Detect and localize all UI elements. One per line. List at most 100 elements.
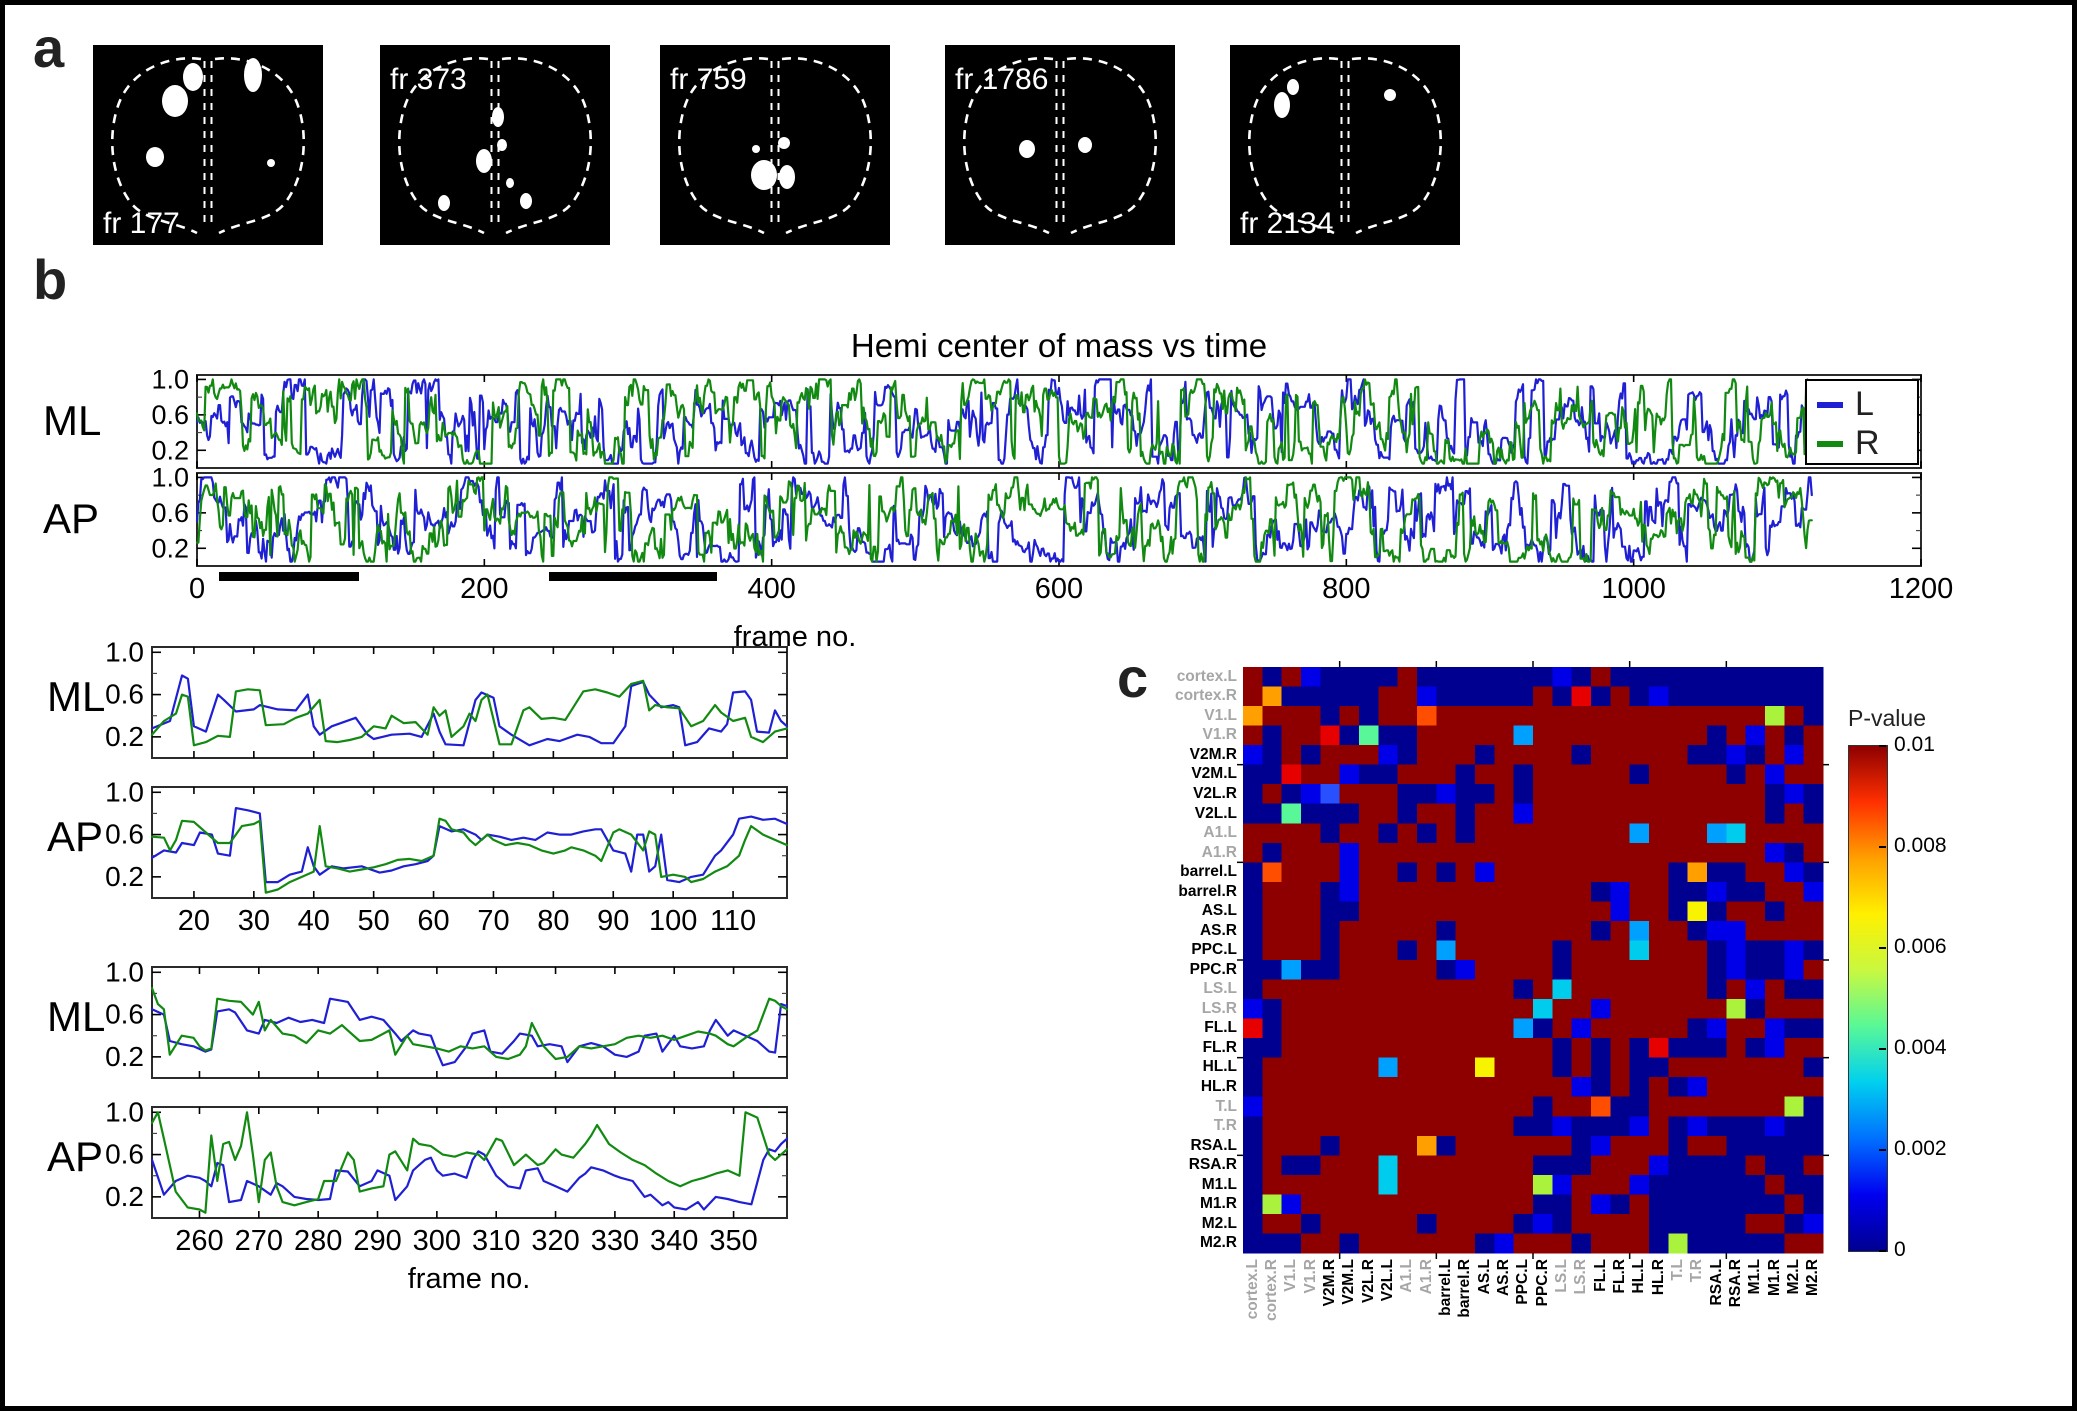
heatmap-cell — [1687, 1213, 1708, 1234]
heatmap-cell — [1359, 1135, 1379, 1156]
heatmap-cell — [1494, 764, 1515, 785]
heatmap-cell — [1726, 1194, 1747, 1215]
heatmap-cell — [1591, 1155, 1611, 1176]
heatmap-cell — [1726, 1096, 1747, 1117]
heatmap-cell — [1417, 1155, 1437, 1176]
heatmap-cell — [1726, 940, 1747, 961]
colorbar-gradient — [1848, 745, 1888, 1252]
heatmap-cell — [1571, 1038, 1592, 1059]
heatmap-cell — [1320, 1018, 1341, 1039]
frame-number-label: fr 177 — [103, 207, 180, 240]
heatmap-cell — [1610, 1135, 1631, 1156]
heatmap-cell — [1339, 803, 1360, 824]
heatmap-cell — [1455, 1077, 1476, 1098]
heatmap-cell — [1320, 1155, 1341, 1176]
heatmap-cell — [1475, 784, 1495, 805]
heatmap-cell — [1629, 1038, 1650, 1059]
heatmap-row-label: barrel.R — [1178, 882, 1237, 900]
heatmap-cell — [1571, 1057, 1592, 1078]
heatmap-row-label: M2.R — [1199, 1234, 1237, 1252]
heatmap-cell — [1262, 999, 1283, 1020]
heatmap-cell — [1436, 1135, 1457, 1156]
heatmap-cell — [1455, 667, 1476, 688]
heatmap-cell — [1513, 940, 1534, 961]
heatmap-cell — [1629, 706, 1650, 727]
heatmap-cell — [1649, 823, 1669, 844]
heatmap-cell — [1281, 1194, 1302, 1215]
heatmap-cell — [1513, 1213, 1534, 1234]
heatmap-cell — [1610, 842, 1631, 863]
heatmap-cell — [1243, 1018, 1263, 1039]
heatmap-row-label: LS.R — [1201, 999, 1237, 1017]
heatmap-row-label: HL.L — [1202, 1058, 1237, 1076]
heatmap-cell — [1455, 803, 1476, 824]
heatmap-cell — [1494, 1155, 1515, 1176]
x-tick-label: 80 — [537, 905, 569, 937]
heatmap-cell — [1649, 842, 1669, 863]
heatmap-cell — [1359, 901, 1379, 922]
heatmap-cell — [1745, 1135, 1766, 1156]
series-L — [195, 378, 1813, 465]
heatmap-cell — [1745, 764, 1766, 785]
heatmap-cell — [1359, 706, 1379, 727]
heatmap-col-label: M2.R — [1804, 1259, 1822, 1297]
heatmap-cell — [1436, 1038, 1457, 1059]
heatmap-cell — [1397, 706, 1418, 727]
heatmap-cell — [1707, 1155, 1727, 1176]
heatmap-cell — [1784, 1077, 1805, 1098]
heatmap-cell — [1475, 823, 1495, 844]
heatmap-cell — [1301, 979, 1321, 1000]
heatmap-cell — [1494, 667, 1515, 688]
heatmap-cell — [1629, 1096, 1650, 1117]
heatmap-cell — [1397, 764, 1418, 785]
heatmap-cell — [1494, 1038, 1515, 1059]
heatmap-cell — [1803, 881, 1824, 902]
heatmap-cell — [1649, 745, 1669, 766]
heatmap-row-label: T.R — [1213, 1117, 1237, 1134]
heatmap-col-label: V1.L — [1282, 1259, 1300, 1292]
heatmap-cell — [1513, 725, 1534, 746]
heatmap-cell — [1571, 764, 1592, 785]
y-tick-label: 0.2 — [105, 721, 144, 752]
heatmap-cell — [1687, 667, 1708, 688]
heatmap-cell — [1339, 686, 1360, 707]
heatmap-cell — [1455, 999, 1476, 1020]
heatmap-cell — [1475, 1096, 1495, 1117]
heatmap-cell — [1378, 1233, 1399, 1254]
legend-dash — [1817, 401, 1843, 408]
series-R — [150, 1111, 789, 1214]
heatmap-cell — [1320, 667, 1341, 688]
heatmap-cell — [1475, 745, 1495, 766]
heatmap-cell — [1629, 1194, 1650, 1215]
heatmap-cell — [1513, 960, 1534, 981]
y-tick-label: 0.6 — [105, 999, 144, 1030]
heatmap-cell — [1765, 784, 1785, 805]
heatmap-cell — [1243, 1135, 1263, 1156]
heatmap-cell — [1687, 862, 1708, 883]
y-tick-label: 1.0 — [105, 776, 144, 807]
heatmap-cell — [1513, 1233, 1534, 1254]
heatmap-cell — [1417, 862, 1437, 883]
heatmap-cell — [1320, 960, 1341, 981]
heatmap-cell — [1455, 881, 1476, 902]
heatmap-cell — [1243, 667, 1263, 688]
heatmap-col-label: V1.R — [1301, 1259, 1319, 1294]
heatmap-cell — [1533, 960, 1553, 981]
heatmap-cell — [1571, 745, 1592, 766]
heatmap-cell — [1610, 764, 1631, 785]
heatmap-cell — [1243, 979, 1263, 1000]
heatmap-cell — [1803, 823, 1824, 844]
heatmap-row-label: A1.R — [1201, 843, 1237, 861]
heatmap-cell — [1359, 1038, 1379, 1059]
heatmap-cell — [1494, 1213, 1515, 1234]
heatmap-cell — [1513, 1194, 1534, 1215]
plot-zoom1_ap: 20 30 40 50 60 70 80 90 100 110 0.2 0.6 1.0 — [105, 776, 789, 937]
heatmap-cell — [1591, 1174, 1611, 1195]
heatmap-cell — [1707, 979, 1727, 1000]
heatmap-cell — [1417, 901, 1437, 922]
heatmap-cell — [1803, 784, 1824, 805]
heatmap-cell — [1475, 999, 1495, 1020]
heatmap-cell — [1687, 842, 1708, 863]
heatmap-col-label: PPC.L — [1514, 1259, 1532, 1305]
heatmap-cell — [1475, 1038, 1495, 1059]
